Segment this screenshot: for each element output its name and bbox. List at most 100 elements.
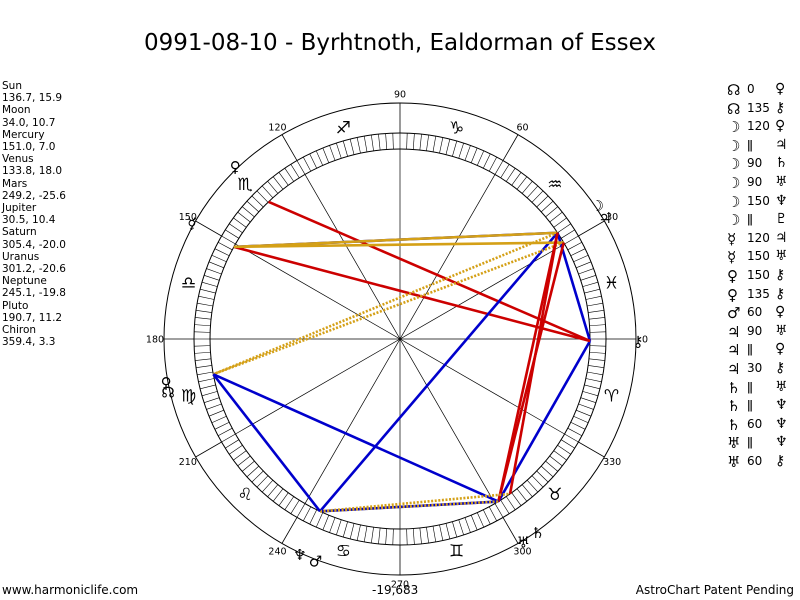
degree-tick [336,519,342,536]
planet-glyph-icon: ⚷ [632,332,643,350]
aspect-planet-1-icon: ♄ [727,397,741,416]
position-name: Venus [2,153,34,166]
degree-tick [536,470,549,483]
degree-tick [272,176,284,190]
aspect-line [497,232,559,502]
aspect-row: ☊ 135 ⚷ [727,99,799,118]
degree-tick [195,365,212,368]
degree-tick [505,496,516,510]
degree-tick [195,310,212,313]
degree-tick [521,484,533,497]
degree-tick [315,512,323,528]
planet-glyph-icon: ♀ [161,374,172,392]
aspect-angle: ǁ [747,435,753,450]
aspect-angle: 135 [747,286,770,301]
aspect-planet-1-icon: ☿ [727,248,737,267]
degree-tick [521,181,533,194]
degree-label: 120 [268,122,286,133]
patent-notice: AstroChart Patent Pending [635,583,794,597]
aspect-row: ☽ 90 ♄ [727,154,799,173]
degree-tick [573,416,589,424]
aspect-planet-2-icon: ⚷ [775,99,786,116]
position-value: 151.0, 7.0 [2,141,56,154]
degree-tick [483,509,491,525]
degree-tick [214,248,230,256]
degree-tick [217,242,233,251]
degree-tick [470,515,478,531]
degree-tick [464,145,471,161]
degree-tick [198,295,215,300]
position-name: Uranus [2,250,40,263]
degree-tick [477,512,485,528]
degree-tick [371,134,374,151]
aspect-row: ♃ 30 ⚷ [727,359,799,378]
degree-tick [322,147,330,163]
degree-tick [194,351,211,354]
degree-tick [578,268,594,275]
degree-tick [208,261,224,269]
degree-tick [426,134,429,151]
degree-tick [246,465,260,478]
degree-label: 210 [179,457,197,468]
degree-tick [560,439,575,449]
aspect-row: ♅ 60 ⚷ [727,452,799,471]
degree-tick [303,506,312,522]
aspect-angle: 60 [747,305,763,320]
degree-tick [392,133,394,150]
degree-tick [570,422,586,430]
degree-tick [412,133,415,150]
degree-tick [570,248,586,256]
aspect-planet-1-icon: ♅ [727,434,741,453]
sign-boundary [502,517,519,544]
aspect-planet-1-icon: ♃ [727,341,741,360]
degree-tick [588,310,605,313]
degree-tick [233,217,247,228]
degree-tick [567,242,583,251]
degree-tick [225,229,240,239]
website-link[interactable]: www.harmoniclife.com [2,583,139,597]
degree-tick [445,139,451,155]
degree-tick [483,153,491,169]
zodiac-sign-icon: ♒ [547,175,562,195]
aspect-planet-2-icon: ♅ [775,322,788,339]
degree-tick [256,475,269,488]
degree-tick [526,185,539,199]
degree-tick [589,351,606,354]
degree-tick [412,528,415,545]
position-value: 190.7, 11.2 [2,311,63,324]
planet-glyph-icon: ♆ [293,546,306,564]
degree-tick [229,223,243,234]
aspect-angle: 60 [747,416,763,431]
position-value: 249.2, -25.6 [2,189,66,202]
degree-tick [214,422,230,430]
degree-tick [488,156,497,172]
degree-tick [458,519,464,536]
degree-tick [584,384,600,390]
degree-tick [553,217,567,228]
aspect-planet-2-icon: ⚷ [775,266,786,283]
degree-tick [267,181,279,194]
degree-label: 0 [642,335,648,346]
degree-tick [576,409,592,417]
aspect-row: ♄ ǁ ♅ [727,378,799,397]
aspect-row: ♃ ǁ ♀ [727,340,799,359]
degree-label: 150 [179,212,197,223]
degree-tick [426,527,429,544]
aspect-planet-2-icon: ♃ [775,229,788,246]
degree-label: 270 [391,580,409,591]
degree-tick [251,470,264,483]
aspect-angle: 90 [747,323,763,338]
position-name: Moon [2,104,31,117]
aspect-planet-2-icon: ⚷ [775,359,786,376]
aspect-line [212,373,322,513]
zodiac-sign-icon: ♈ [604,387,619,407]
sign-boundary [195,441,222,458]
aspect-row: ☽ 120 ♀ [727,117,799,136]
aspect-row: ♄ ǁ ♆ [727,396,799,415]
degree-label: 90 [394,90,406,101]
degree-tick [549,455,563,467]
planet-glyph-icon: ♀ [230,158,241,176]
aspect-angle: ǁ [747,137,753,152]
degree-tick [356,524,361,541]
degree-tick [494,160,504,175]
